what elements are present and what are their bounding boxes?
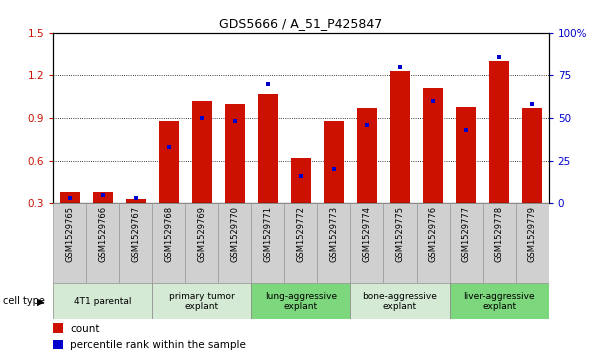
Bar (126, 199, 146, 203)
Bar (152, 203, 185, 283)
Text: GSM1529776: GSM1529776 (428, 206, 438, 262)
Bar (53, 203, 86, 283)
Text: GSM1529778: GSM1529778 (494, 206, 504, 262)
Bar (456, 107, 476, 203)
Text: primary tumor
explant: primary tumor explant (169, 291, 235, 311)
Bar (159, 121, 179, 203)
Bar (225, 104, 245, 203)
Text: GSM1529774: GSM1529774 (362, 206, 372, 262)
Bar (53, 340, 63, 350)
Bar (93, 192, 113, 203)
Bar (284, 203, 317, 283)
Bar (522, 108, 542, 203)
Bar (350, 283, 450, 319)
Text: liver-aggressive
explant: liver-aggressive explant (463, 291, 535, 311)
Bar (218, 203, 251, 283)
Bar (516, 203, 549, 283)
Text: bone-aggressive
explant: bone-aggressive explant (363, 291, 437, 311)
Bar (450, 283, 549, 319)
Bar (192, 101, 212, 203)
Bar (390, 71, 410, 203)
Bar (53, 323, 63, 333)
Text: GSM1529777: GSM1529777 (461, 206, 471, 262)
Text: percentile rank within the sample: percentile rank within the sample (70, 340, 246, 350)
Title: GDS5666 / A_51_P425847: GDS5666 / A_51_P425847 (219, 17, 382, 30)
Text: GSM1529771: GSM1529771 (263, 206, 273, 262)
Text: count: count (70, 323, 100, 334)
Bar (251, 283, 350, 319)
Bar (152, 283, 251, 319)
Bar (258, 94, 278, 203)
Text: GSM1529767: GSM1529767 (131, 206, 140, 262)
Text: GSM1529775: GSM1529775 (395, 206, 405, 262)
Text: GSM1529773: GSM1529773 (329, 206, 339, 262)
Text: ▶: ▶ (37, 296, 44, 306)
Bar (324, 121, 344, 203)
Bar (357, 108, 377, 203)
Bar (60, 192, 80, 203)
Text: GSM1529770: GSM1529770 (230, 206, 240, 262)
Bar (251, 203, 284, 283)
Bar (119, 203, 152, 283)
Bar (317, 203, 350, 283)
Bar (489, 61, 509, 203)
Text: GSM1529779: GSM1529779 (527, 206, 537, 262)
Text: 4T1 parental: 4T1 parental (74, 297, 132, 306)
Text: lung-aggressive
explant: lung-aggressive explant (265, 291, 337, 311)
Bar (350, 203, 384, 283)
Bar (417, 203, 450, 283)
Bar (291, 158, 311, 203)
Bar (86, 203, 119, 283)
Text: GSM1529772: GSM1529772 (296, 206, 306, 262)
Bar (384, 203, 417, 283)
Bar (53, 283, 152, 319)
Text: GSM1529765: GSM1529765 (65, 206, 74, 262)
Text: GSM1529766: GSM1529766 (98, 206, 107, 262)
Bar (450, 203, 483, 283)
Bar (423, 88, 443, 203)
Text: GSM1529768: GSM1529768 (164, 206, 173, 262)
Text: cell type: cell type (3, 296, 45, 306)
Bar (483, 203, 516, 283)
Bar (185, 203, 218, 283)
Text: GSM1529769: GSM1529769 (197, 206, 206, 262)
